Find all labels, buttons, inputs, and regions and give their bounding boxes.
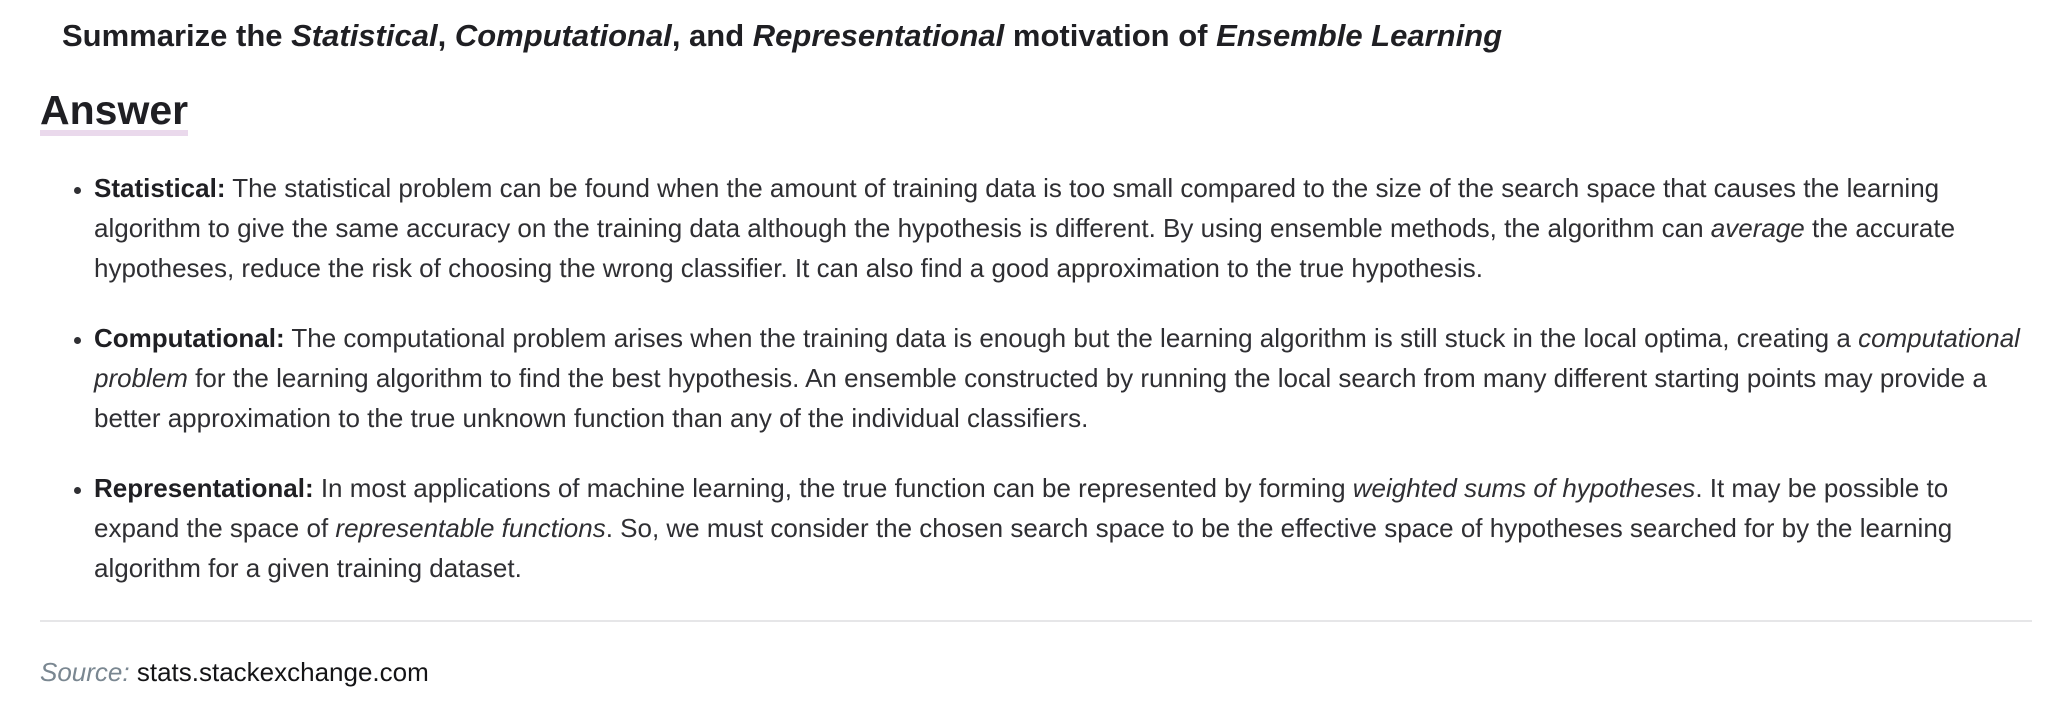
source-domain: stats.stackexchange.com — [136, 657, 429, 687]
list-item-representational: Representational: In most applications o… — [94, 468, 2020, 588]
list-item-statistical: Statistical: The statistical problem can… — [94, 168, 2020, 288]
item-text: the accurate hypotheses, reduce the risk… — [94, 213, 1956, 283]
list-item-computational: Computational: The computational problem… — [94, 318, 2020, 438]
question-text: motivation of — [1004, 18, 1217, 53]
answer-list: Statistical: The statistical problem can… — [40, 168, 2020, 618]
source-label: Source: — [40, 657, 130, 687]
question-emphasis-ensemble-learning: Ensemble Learning — [1216, 18, 1503, 53]
item-text: In most applications of machine learning… — [313, 473, 1353, 503]
question-text: Summarize the — [62, 18, 292, 53]
term-computational: Computational: — [94, 323, 285, 353]
item-text: for the learning algorithm to find the b… — [94, 363, 1987, 433]
question-text: , and — [671, 18, 753, 53]
term-representational: Representational: — [94, 473, 314, 503]
item-text: The statistical problem can be found whe… — [94, 173, 1940, 243]
item-emphasis: average — [1710, 213, 1805, 243]
question-emphasis-representational: Representational — [752, 18, 1005, 53]
item-text: The computational problem arises when th… — [284, 323, 1859, 353]
question-text: , — [437, 18, 455, 53]
item-text: . It may be possible to expand the space… — [94, 473, 1949, 543]
answer-heading: Answer — [40, 84, 189, 136]
question-title: Summarize the Statistical, Computational… — [62, 16, 1502, 56]
item-emphasis: representable functions — [335, 513, 606, 543]
question-emphasis-statistical: Statistical — [291, 18, 438, 53]
item-text: . So, we must consider the chosen search… — [94, 513, 1953, 583]
term-statistical: Statistical: — [94, 173, 226, 203]
item-emphasis: weighted sums of hypotheses — [1352, 473, 1696, 503]
item-emphasis: computational problem — [94, 323, 2020, 393]
divider — [40, 620, 2032, 622]
source-line: Source: stats.stackexchange.com — [40, 654, 429, 690]
question-emphasis-computational: Computational — [454, 18, 672, 53]
